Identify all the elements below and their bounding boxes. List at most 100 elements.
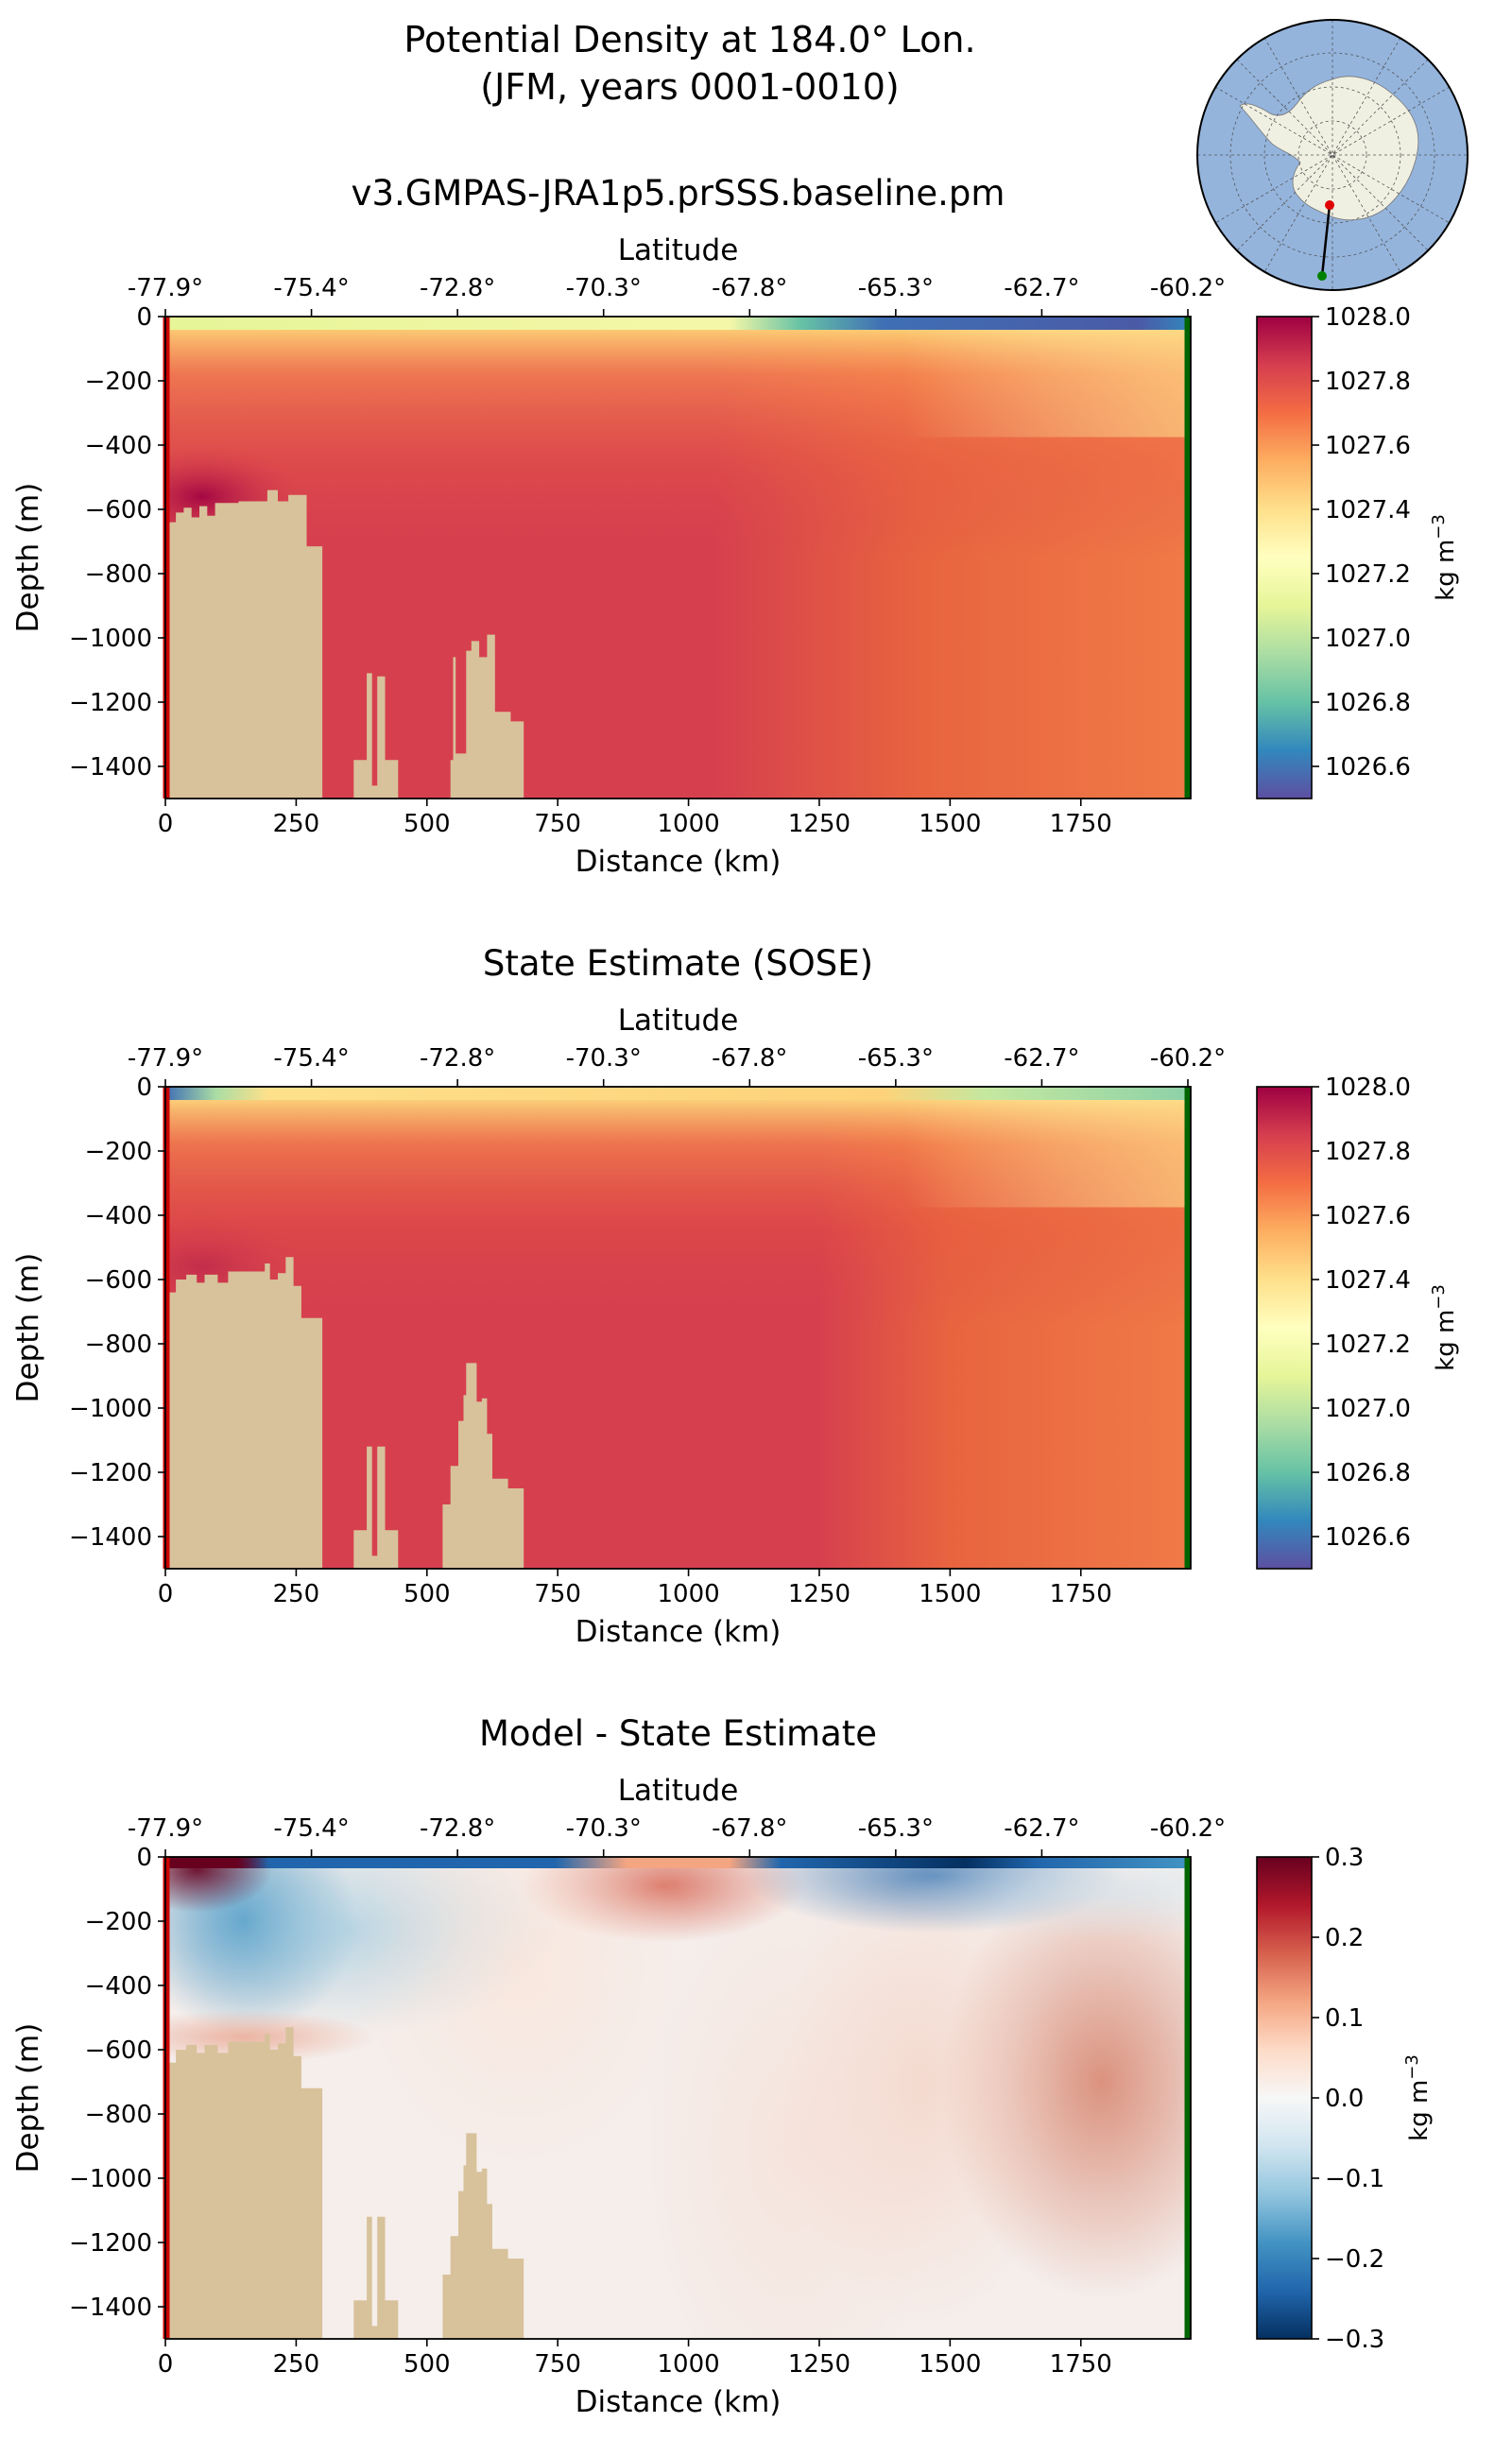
latitude-tick-label: -77.9° bbox=[128, 1044, 203, 1073]
latitude-tick-label: -75.4° bbox=[273, 1814, 349, 1843]
colorbar-tick-label: 1028.0 bbox=[1325, 1074, 1411, 1102]
y-tick-label: −1200 bbox=[69, 1459, 152, 1487]
plot-frame bbox=[164, 316, 1192, 799]
colorbar-tick-label: 0.1 bbox=[1325, 2004, 1364, 2033]
plot-frame bbox=[164, 1086, 1192, 1570]
panel-title: v3.GMPAS-JRA1p5.prSSS.baseline.pm bbox=[352, 173, 1005, 214]
x-tick-label: 500 bbox=[404, 1580, 451, 1608]
y-tick-label: −400 bbox=[85, 432, 152, 460]
latitude-tick-label: -60.2° bbox=[1150, 1044, 1226, 1073]
x-tick-label: 250 bbox=[273, 2350, 320, 2379]
colorbar-tick-label: 1027.0 bbox=[1325, 1395, 1411, 1423]
latitude-tick-label: -67.8° bbox=[712, 1044, 787, 1073]
x-axis-label: Distance (km) bbox=[576, 2385, 782, 2419]
bathymetry bbox=[165, 2027, 524, 2339]
x-tick-label: 500 bbox=[404, 2350, 451, 2379]
panel-title: Model - State Estimate bbox=[479, 1713, 877, 1754]
y-tick-label: −600 bbox=[85, 496, 152, 524]
figure-subtitle: (JFM, years 0001-0010) bbox=[480, 66, 900, 108]
colorbar-tick-label: 1027.6 bbox=[1325, 432, 1411, 460]
x-tick-label: 1750 bbox=[1050, 1580, 1112, 1608]
latitude-tick-label: -75.4° bbox=[273, 274, 349, 302]
x-tick-label: 1250 bbox=[788, 1580, 850, 1608]
bathymetry bbox=[165, 490, 524, 799]
y-tick-label: −200 bbox=[85, 368, 152, 396]
latitude-tick-label: -70.3° bbox=[566, 1814, 642, 1843]
colorbar-tick-label: 1027.8 bbox=[1325, 1138, 1411, 1166]
y-tick-label: −800 bbox=[85, 2101, 152, 2129]
colorbar bbox=[1256, 1086, 1313, 1570]
y-tick-label: −200 bbox=[85, 1138, 152, 1166]
density-field bbox=[165, 1857, 1191, 2339]
latitude-tick-label: -67.8° bbox=[712, 274, 787, 302]
y-tick-label: 0 bbox=[136, 1844, 152, 1872]
latitude-tick-label: -65.3° bbox=[858, 1814, 934, 1843]
antarctica-landmass bbox=[1239, 76, 1419, 221]
x-tick-label: 1750 bbox=[1050, 2350, 1112, 2379]
latitude-tick-label: -62.7° bbox=[1004, 1814, 1079, 1843]
y-tick-label: −200 bbox=[85, 1908, 152, 1936]
y-tick-label: −400 bbox=[85, 1202, 152, 1230]
colorbar-tick-label: 1026.8 bbox=[1325, 689, 1411, 717]
colorbar-label: kg m−3 bbox=[1429, 514, 1460, 601]
y-tick-label: −800 bbox=[85, 560, 152, 589]
colorbar-tick-label: 1027.0 bbox=[1325, 625, 1411, 653]
y-tick-label: −1400 bbox=[69, 1523, 152, 1552]
x-tick-label: 500 bbox=[404, 810, 451, 838]
density-field bbox=[165, 317, 1191, 799]
transect-end-marker bbox=[1317, 271, 1327, 281]
latitude-tick-label: -72.8° bbox=[420, 1044, 495, 1073]
map-border bbox=[1196, 19, 1469, 291]
colorbar bbox=[1256, 1856, 1313, 2340]
latitude-tick-label: -75.4° bbox=[273, 1044, 349, 1073]
map-graticule bbox=[1197, 20, 1468, 290]
x-tick-label: 1500 bbox=[919, 810, 981, 838]
x-tick-label: 1000 bbox=[657, 2350, 719, 2379]
y-tick-label: −600 bbox=[85, 1266, 152, 1295]
inset-polar-map bbox=[1196, 19, 1469, 291]
x-axis-label: Distance (km) bbox=[576, 845, 782, 879]
x-tick-label: 1250 bbox=[788, 2350, 850, 2379]
colorbar-tick-label: 1027.4 bbox=[1325, 496, 1411, 524]
x-tick-label: 0 bbox=[158, 810, 174, 838]
colorbar-tick-label: 0.3 bbox=[1325, 1844, 1364, 1872]
x-tick-label: 750 bbox=[534, 810, 581, 838]
y-tick-label: 0 bbox=[136, 303, 152, 332]
x-tick-label: 1000 bbox=[657, 1580, 719, 1608]
x-tick-label: 750 bbox=[534, 2350, 581, 2379]
latitude-tick-label: -72.8° bbox=[420, 274, 495, 302]
latitude-tick-label: -62.7° bbox=[1004, 274, 1079, 302]
y-axis-label: Depth (m) bbox=[11, 1253, 45, 1403]
y-tick-label: −1000 bbox=[69, 2165, 152, 2193]
transect-line bbox=[1320, 204, 1332, 277]
latitude-tick-label: -62.7° bbox=[1004, 1044, 1079, 1073]
density-field bbox=[165, 1087, 1191, 1569]
latitude-tick-label: -70.3° bbox=[566, 274, 642, 302]
difference-panel: Model - State Estimate Latitude 0 250 500 750… bbox=[11, 1713, 1434, 2419]
latitude-tick-label: -60.2° bbox=[1150, 1814, 1226, 1843]
x-tick-label: 750 bbox=[534, 1580, 581, 1608]
transect-start-marker bbox=[1325, 200, 1334, 210]
y-tick-label: −1200 bbox=[69, 689, 152, 717]
plot-frame bbox=[164, 1856, 1192, 2340]
x-tick-label: 0 bbox=[158, 2350, 174, 2379]
figure-title: Potential Density at 184.0° Lon. bbox=[404, 19, 976, 60]
colorbar-tick-label: 1028.0 bbox=[1325, 303, 1411, 332]
y-axis-label: Depth (m) bbox=[11, 2023, 45, 2174]
y-tick-label: −1000 bbox=[69, 625, 152, 653]
colorbar-tick-label: 1026.6 bbox=[1325, 753, 1411, 782]
bathymetry bbox=[165, 1257, 524, 1569]
x-tick-label: 250 bbox=[273, 810, 320, 838]
latitude-axis-label: Latitude bbox=[618, 1774, 739, 1808]
x-tick-label: 1750 bbox=[1050, 810, 1112, 838]
latitude-tick-label: -72.8° bbox=[420, 1814, 495, 1843]
latitude-axis-label: Latitude bbox=[618, 1004, 739, 1038]
panel-title: State Estimate (SOSE) bbox=[483, 943, 873, 984]
x-tick-label: 1000 bbox=[657, 810, 719, 838]
y-tick-label: −800 bbox=[85, 1331, 152, 1359]
colorbar-tick-label: 0.2 bbox=[1325, 1924, 1364, 1952]
colorbar-tick-label: −0.1 bbox=[1325, 2165, 1384, 2193]
x-tick-label: 1500 bbox=[919, 2350, 981, 2379]
colorbar-tick-label: 0.0 bbox=[1325, 2085, 1364, 2113]
y-tick-label: −1200 bbox=[69, 2229, 152, 2258]
